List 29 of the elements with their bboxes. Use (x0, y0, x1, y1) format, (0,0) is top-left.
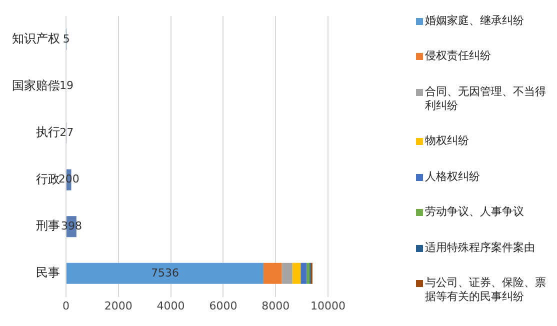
y-tick-label: 国家赔偿 (12, 78, 60, 92)
data-label: 19 (60, 79, 74, 92)
x-tick-label: 6000 (209, 299, 238, 312)
legend-label: 合同、无因管理、不当得利纠纷 (425, 84, 547, 113)
y-tick-label: 知识产权 (12, 32, 60, 46)
x-tick-label: 0 (62, 299, 70, 312)
bar (66, 262, 264, 284)
y-tick-label: 民事 (36, 266, 60, 280)
legend-label: 侵权责任纠纷 (425, 49, 491, 64)
x-tick-label: 4000 (156, 299, 185, 312)
legend-label: 劳动争议、人事争议 (425, 205, 524, 220)
bar (292, 262, 301, 284)
bar (282, 262, 292, 284)
data-label: 27 (60, 126, 74, 139)
x-tick-label: 2000 (104, 299, 132, 312)
bar (263, 262, 282, 284)
y-tick-label: 刑事 (36, 218, 60, 233)
x-tick-label: 10000 (310, 299, 346, 312)
legend-label: 婚姻家庭、继承纠纷 (425, 14, 524, 28)
data-label: 7536 (150, 266, 179, 280)
legend-label: 与公司、证券、保险、票据等有关的民事纠纷 (425, 276, 547, 304)
legend-label: 物权纠纷 (425, 134, 469, 148)
y-tick-label: 执行 (36, 125, 60, 140)
y-tick-label: 行政 (36, 172, 60, 186)
bar (300, 262, 307, 284)
legend-label: 人格权纠纷 (425, 170, 480, 184)
bar (306, 262, 310, 284)
x-tick-label: 8000 (262, 299, 290, 312)
legend-label: 适用特殊程序案件案由 (425, 240, 535, 255)
